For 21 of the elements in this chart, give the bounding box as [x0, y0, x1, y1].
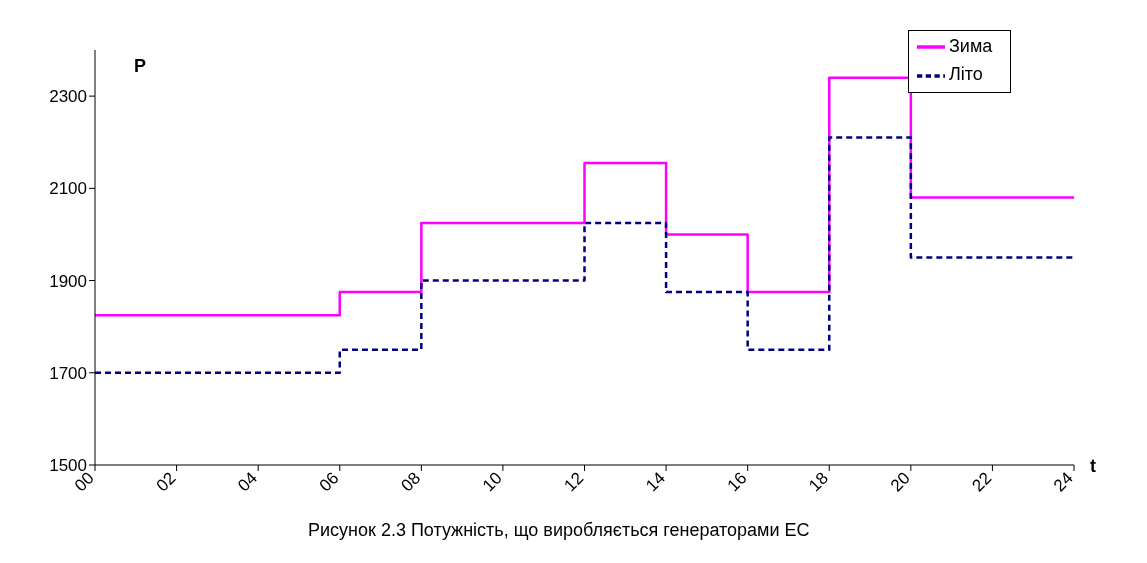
legend-label: Зима: [949, 36, 993, 56]
y-tick-label: 1900: [49, 271, 87, 291]
y-axis-title: P: [134, 56, 147, 77]
x-tick-label: 06: [315, 468, 343, 496]
x-tick-label: 24: [1050, 468, 1077, 496]
x-tick-label: 18: [805, 468, 833, 496]
text: Рисунок 2.3 Потужність, що виробляється генераторами ЕС: [308, 520, 810, 541]
x-tick-label: 16: [723, 468, 751, 496]
x-axis-title: t: [1090, 456, 1096, 477]
y-tick-label: 1700: [49, 363, 87, 383]
legend-label: Літо: [949, 64, 983, 85]
x-tick-label: 08: [397, 468, 425, 496]
x-tick-label: 22: [968, 468, 996, 496]
y-tick-label: 2100: [49, 179, 87, 199]
x-tick-label: 04: [234, 468, 261, 496]
x-tick-label: 20: [886, 468, 914, 496]
x-tick-label: 10: [478, 468, 506, 496]
x-tick-label: 12: [560, 468, 588, 496]
x-tick-label: 02: [152, 468, 180, 496]
y-tick-label: 2300: [49, 87, 87, 107]
x-tick-label: 14: [642, 468, 669, 496]
